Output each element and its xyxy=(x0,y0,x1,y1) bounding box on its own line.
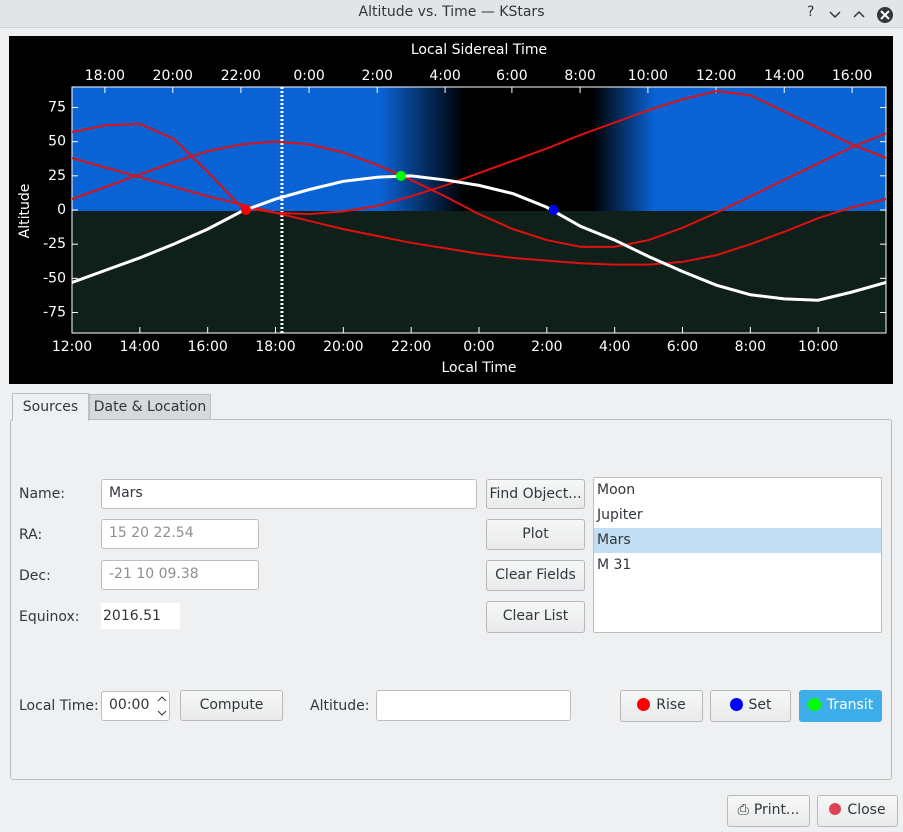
top-axis-title: Local Sidereal Time xyxy=(411,42,547,58)
name-input[interactable]: Mars xyxy=(101,479,477,509)
x-tick-label: 6:00 xyxy=(667,339,698,355)
x-tick-label: 2:00 xyxy=(531,339,562,355)
x-tick-label: 14:00 xyxy=(120,339,160,355)
object-item[interactable]: Jupiter xyxy=(594,503,881,528)
x2-tick-label: 4:00 xyxy=(429,68,460,84)
event-marker xyxy=(241,205,251,215)
close-text: Close xyxy=(847,802,885,818)
y-tick-label: -75 xyxy=(43,305,66,321)
x2-tick-label: 16:00 xyxy=(832,68,872,84)
local-time-value: 00:00 xyxy=(109,697,149,713)
x2-tick-label: 0:00 xyxy=(293,68,324,84)
name-label: Name: xyxy=(19,484,65,504)
set-text: Set xyxy=(749,697,772,713)
object-item[interactable]: Moon xyxy=(594,478,881,503)
event-marker xyxy=(549,205,559,215)
close-button[interactable]: Close xyxy=(817,795,898,827)
plot-button[interactable]: Plot xyxy=(486,519,585,550)
event-marker xyxy=(396,171,406,181)
x-tick-label: 0:00 xyxy=(463,339,494,355)
x2-tick-label: 22:00 xyxy=(221,68,261,84)
dec-label: Dec: xyxy=(19,566,51,586)
x2-tick-label: 18:00 xyxy=(85,68,125,84)
y-tick-label: 25 xyxy=(48,168,66,184)
x2-tick-label: 10:00 xyxy=(628,68,668,84)
x2-tick-label: 14:00 xyxy=(764,68,804,84)
spin-arrows[interactable] xyxy=(157,695,167,717)
print-text: Print... xyxy=(754,802,800,818)
clear-list-button[interactable]: Clear List xyxy=(486,601,585,633)
altitude-plot: Local Sidereal Time Local Time Altitude … xyxy=(9,36,893,384)
tab-sources[interactable]: Sources xyxy=(12,393,89,421)
x-tick-label: 12:00 xyxy=(52,339,92,355)
altitude-label: Altitude: xyxy=(310,696,369,716)
x2-tick-label: 6:00 xyxy=(496,68,527,84)
rise-button[interactable]: Rise xyxy=(620,690,703,722)
x-tick-label: 22:00 xyxy=(391,339,431,355)
x-tick-label: 16:00 xyxy=(187,339,227,355)
dec-input[interactable]: -21 10 09.38 xyxy=(101,560,259,590)
x-tick-label: 10:00 xyxy=(798,339,838,355)
set-dot xyxy=(730,698,743,711)
y-tick-label: 50 xyxy=(48,134,66,150)
window-title: Altitude vs. Time — KStars xyxy=(0,4,903,20)
transit-text: Transit xyxy=(827,697,873,713)
help-button[interactable]: ? xyxy=(807,4,821,20)
compute-button[interactable]: Compute xyxy=(180,690,283,721)
tab-date-location[interactable]: Date & Location xyxy=(89,394,211,420)
y-tick-label: 75 xyxy=(48,100,66,116)
y-tick-label: -25 xyxy=(43,236,66,252)
y-tick-label: 0 xyxy=(57,202,66,218)
rise-text: Rise xyxy=(656,697,686,713)
object-item[interactable]: Mars xyxy=(594,528,881,553)
x-tick-label: 18:00 xyxy=(255,339,295,355)
object-list: MoonJupiterMarsM 31 xyxy=(593,477,882,633)
object-item[interactable]: M 31 xyxy=(594,553,881,578)
x-axis-title: Local Time xyxy=(442,360,517,376)
local-time-label: Local Time: xyxy=(19,696,99,716)
x2-tick-label: 12:00 xyxy=(696,68,736,84)
x-tick-label: 20:00 xyxy=(323,339,363,355)
transit-button[interactable]: Transit xyxy=(799,690,882,722)
transit-dot xyxy=(808,698,821,711)
print-button[interactable]: ⎙Print... xyxy=(727,795,810,827)
ra-label: RA: xyxy=(19,525,42,545)
x2-tick-label: 2:00 xyxy=(362,68,393,84)
local-time-spinbox[interactable]: 00:00 xyxy=(101,691,170,721)
set-button[interactable]: Set xyxy=(710,690,791,722)
clear-fields-button[interactable]: Clear Fields xyxy=(486,560,585,591)
equinox-label: Equinox: xyxy=(19,607,80,627)
y-tick-label: -50 xyxy=(43,270,66,286)
rise-dot xyxy=(637,698,650,711)
x2-tick-label: 8:00 xyxy=(564,68,595,84)
x2-tick-label: 20:00 xyxy=(153,68,193,84)
window-controls[interactable] xyxy=(828,7,898,23)
ra-input[interactable]: 15 20 22.54 xyxy=(101,519,259,549)
x-tick-label: 4:00 xyxy=(599,339,630,355)
equinox-field[interactable]: 2016.51 xyxy=(101,603,180,629)
find-object-button[interactable]: Find Object... xyxy=(486,479,585,509)
x-tick-label: 8:00 xyxy=(735,339,766,355)
altitude-input[interactable] xyxy=(376,690,571,721)
title-bar: Altitude vs. Time — KStars ? xyxy=(0,0,903,28)
y-axis-title: Altitude xyxy=(17,184,33,239)
